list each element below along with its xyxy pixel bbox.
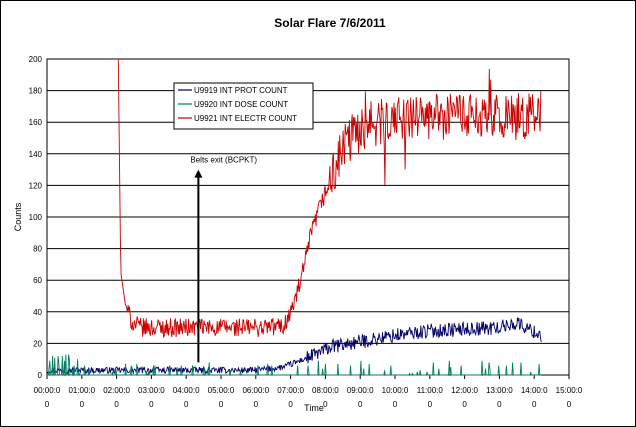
x-tick-label-line2: 0: [288, 400, 293, 409]
x-tick-label-line2: 0: [497, 400, 502, 409]
y-tick-label: 0: [38, 371, 43, 380]
y-tick-label: 60: [33, 276, 42, 285]
y-tick-label: 200: [29, 55, 43, 64]
x-tick-label-line2: 0: [45, 400, 50, 409]
y-tick-label: 40: [33, 308, 42, 317]
y-tick-label: 140: [29, 150, 43, 159]
annotation-label: Belts exit (BCPKT): [190, 156, 257, 165]
x-axis-label: Time: [304, 403, 324, 413]
y-tick-label: 160: [29, 118, 43, 127]
x-tick-label-line2: 0: [462, 400, 467, 409]
x-tick-label: 00:00:0: [34, 386, 61, 395]
x-tick-label: 01:00:0: [68, 386, 95, 395]
x-tick-label: 12:00:0: [451, 386, 478, 395]
y-axis-label: Counts: [13, 202, 23, 231]
x-tick-label-line2: 0: [114, 400, 119, 409]
x-axis-ticks: 00:00:0 0 01:00:0 0 02:00:0 0 03:00:0 0 04:00:0 0…: [34, 375, 583, 409]
annotation-arrowhead: [194, 169, 203, 178]
x-tick-label-line2: 0: [567, 400, 572, 409]
legend: U9919 INT PROT COUNT U9920 INT DOSE COUNT…: [173, 82, 314, 130]
x-tick-label-line2: 0: [358, 400, 363, 409]
legend-box: [173, 82, 314, 130]
legend-label: U9919 INT PROT COUNT: [194, 86, 288, 95]
x-tick-label: 06:00:0: [242, 386, 269, 395]
y-axis-ticks: 0 20 40 60 80 100 120 140 160 180 200: [29, 55, 43, 380]
chart-title: Solar Flare 7/6/2011: [274, 16, 386, 30]
x-tick-label: 10:00:0: [382, 386, 409, 395]
x-tick-label: 07:00:0: [277, 386, 304, 395]
x-tick-label: 02:00:0: [103, 386, 130, 395]
x-tick-label-line2: 0: [149, 400, 154, 409]
x-tick-label: 13:00:0: [486, 386, 513, 395]
series-lines: [46, 58, 542, 376]
series-line-1: [46, 317, 542, 375]
x-tick-label: 03:00:0: [138, 386, 165, 395]
x-tick-label-line2: 0: [254, 400, 259, 409]
x-tick-label: 05:00:0: [208, 386, 235, 395]
x-tick-label-line2: 0: [184, 400, 189, 409]
y-tick-label: 80: [33, 245, 42, 254]
legend-label: U9920 INT DOSE COUNT: [194, 100, 288, 109]
x-tick-label: 04:00:0: [173, 386, 200, 395]
x-tick-label: 09:00:0: [347, 386, 374, 395]
x-tick-label: 11:00:0: [417, 386, 444, 395]
x-tick-label-line2: 0: [323, 400, 328, 409]
series-line-3: [117, 58, 542, 339]
x-tick-label-line2: 0: [219, 400, 224, 409]
annotation: Belts exit (BCPKT): [190, 156, 257, 363]
x-tick-label-line2: 0: [532, 400, 537, 409]
x-tick-label-line2: 0: [80, 400, 85, 409]
series-line-2: [47, 354, 542, 376]
x-tick-label-line2: 0: [428, 400, 433, 409]
y-tick-label: 20: [33, 339, 42, 348]
y-tick-label: 120: [29, 181, 43, 190]
x-tick-label: 14:00:0: [521, 386, 548, 395]
x-tick-label: 08:00:0: [312, 386, 339, 395]
x-tick-label-line2: 0: [393, 400, 398, 409]
legend-label: U9921 INT ELECTR COUNT: [194, 114, 297, 123]
y-tick-label: 180: [29, 87, 43, 96]
x-tick-label: 15:00:0: [556, 386, 583, 395]
y-tick-label: 100: [29, 213, 43, 222]
